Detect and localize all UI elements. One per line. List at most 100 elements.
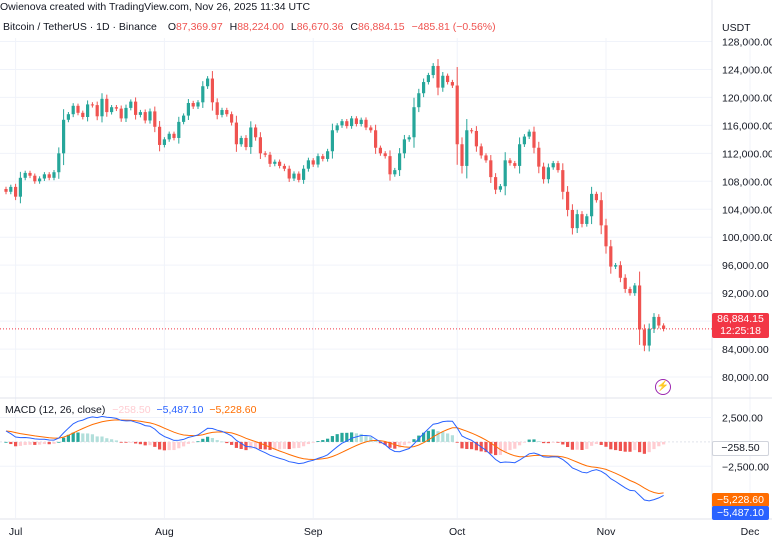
candle-body <box>57 153 61 173</box>
candle-body <box>662 325 666 329</box>
candle-body <box>657 316 661 326</box>
candle-body <box>417 93 421 108</box>
candle-body <box>590 193 594 217</box>
candle-body <box>441 75 445 88</box>
macd-histogram-bar <box>119 441 123 443</box>
candle-body <box>359 119 363 124</box>
candle-body <box>508 160 512 164</box>
lightning-icon[interactable]: ⚡ <box>655 379 671 395</box>
candle-body <box>412 107 416 138</box>
signal-value-text: −5,228.60 <box>716 494 764 506</box>
candle-body <box>326 151 330 159</box>
macd-histogram-bar <box>316 441 320 442</box>
candle-body <box>273 161 277 164</box>
currency-label: USDT <box>722 22 751 34</box>
macd-histogram-bar <box>239 441 243 449</box>
candle-body <box>148 111 152 121</box>
candle-body <box>143 112 147 121</box>
candle-body <box>465 130 469 166</box>
macd-histogram-bar <box>326 438 330 442</box>
macd-value-badge: −5,487.10 <box>712 506 769 520</box>
macd-histogram-bar <box>278 441 282 450</box>
macd-histogram-bar <box>129 441 133 443</box>
macd-histogram-bar <box>474 441 478 451</box>
macd-histogram-bar <box>90 434 94 442</box>
price-tick-label: 112,000.00 <box>722 148 772 160</box>
candle-body <box>158 126 162 145</box>
candle-body <box>609 246 613 267</box>
macd-histogram-bar <box>220 441 224 443</box>
candle-body <box>81 112 85 117</box>
macd-title[interactable]: MACD (12, 26, close) <box>5 404 106 416</box>
candle-body <box>129 101 133 108</box>
candle-body <box>604 225 608 247</box>
macd-histogram-bar <box>633 441 637 451</box>
candle-body <box>638 285 642 330</box>
candle-body <box>455 85 459 145</box>
macd-histogram-bar <box>95 436 99 442</box>
macd-histogram-bar <box>570 441 574 450</box>
macd-histogram-bar <box>38 441 42 445</box>
price-tick-label: 92,000.00 <box>722 288 769 300</box>
hist-value-text: −258.50 <box>721 442 760 454</box>
candle-body <box>450 82 454 86</box>
macd-histogram-bar <box>407 441 411 444</box>
macd-histogram-bar <box>575 441 579 450</box>
candle-body <box>254 127 258 138</box>
date-tick-label: Aug <box>155 526 174 538</box>
candle-body <box>470 130 474 132</box>
macd-histogram-bar <box>273 441 277 450</box>
macd-histogram-bar <box>311 441 315 443</box>
macd-histogram-bar <box>114 440 118 442</box>
candle-body <box>9 186 13 192</box>
candle-body <box>561 170 565 192</box>
macd-histogram-bar <box>470 441 474 450</box>
macd-histogram-bar <box>638 441 642 453</box>
macd-histogram-bar <box>460 441 464 449</box>
candle-body <box>489 160 493 178</box>
macd-histogram-bar <box>18 441 22 446</box>
legend-row: Bitcoin / TetherUS · 1D · Binance O87,36… <box>3 21 496 33</box>
macd-histogram-bar <box>604 441 608 447</box>
macd-histogram-bar <box>618 441 622 451</box>
macd-histogram-bar <box>57 441 61 443</box>
macd-histogram-bar <box>76 432 80 442</box>
price-tick-label: 96,000.00 <box>722 260 769 272</box>
candle-body <box>388 156 392 175</box>
hist-value-badge: −258.50 <box>712 441 769 456</box>
date-tick-label: Oct <box>449 526 465 538</box>
candle-body <box>182 115 186 122</box>
price-tick-label: 108,000.00 <box>722 176 772 188</box>
price-tick-label: 100,000.00 <box>722 232 772 244</box>
candle-body <box>268 154 272 164</box>
macd-histogram-bar <box>124 441 128 443</box>
macd-histogram-bar <box>23 441 27 446</box>
macd-histogram-bar <box>628 441 632 452</box>
candle-body <box>52 172 56 178</box>
symbol-title[interactable]: Bitcoin / TetherUS · 1D · Binance <box>3 21 157 33</box>
candle-body <box>210 78 214 103</box>
macd-histogram-bar <box>81 433 85 442</box>
macd-histogram-bar <box>28 441 32 445</box>
candle-body <box>244 137 248 148</box>
macd-histogram-bar <box>369 437 373 442</box>
macd-histogram-bar <box>614 441 618 451</box>
candle-body <box>566 191 570 210</box>
macd-histogram-bar <box>138 441 142 445</box>
macd-histogram-bar <box>508 441 512 451</box>
candle-body <box>138 112 142 115</box>
candle-body <box>71 105 75 115</box>
candle-body <box>350 118 354 127</box>
candle-body <box>398 153 402 171</box>
candle-body <box>282 165 286 169</box>
candle-body <box>431 65 435 76</box>
candle-body <box>532 131 536 148</box>
change-value: −485.81 (−0.56%) <box>411 21 496 33</box>
candle-body <box>263 153 267 155</box>
macd-histogram-bar <box>134 441 138 444</box>
macd-histogram-bar <box>191 441 195 443</box>
candle-body <box>287 168 291 179</box>
candle-body <box>369 127 373 131</box>
